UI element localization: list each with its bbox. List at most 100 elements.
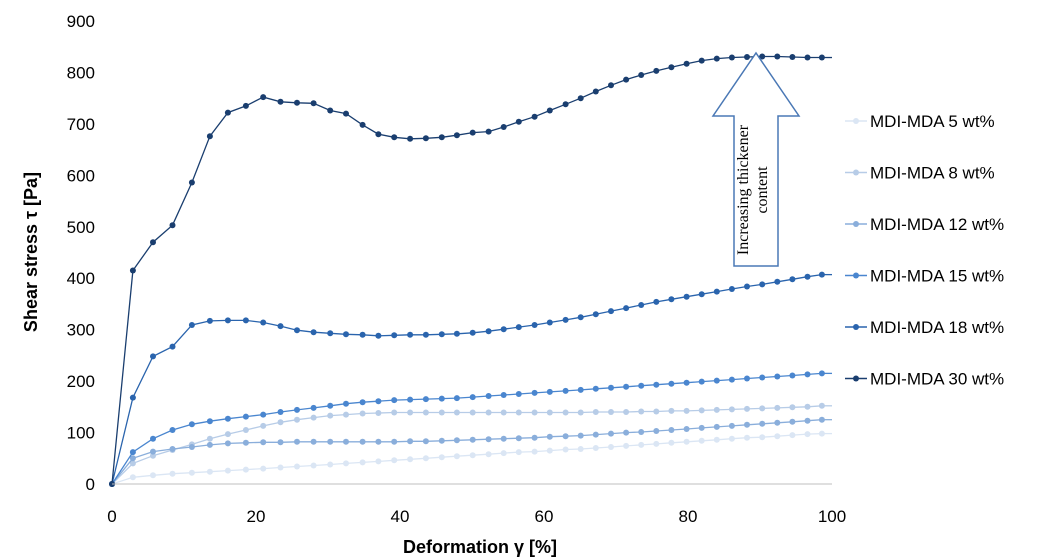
annotation-text-line1: Increasing thickener bbox=[735, 124, 752, 255]
data-point bbox=[375, 398, 382, 405]
data-point bbox=[129, 267, 136, 274]
data-point bbox=[422, 331, 429, 338]
data-point bbox=[422, 455, 429, 462]
data-point bbox=[129, 460, 136, 467]
data-point bbox=[531, 389, 538, 396]
data-point bbox=[188, 179, 195, 186]
data-point bbox=[608, 308, 614, 315]
data-point bbox=[438, 331, 445, 338]
data-point bbox=[407, 456, 414, 463]
data-point bbox=[277, 439, 284, 446]
data-point bbox=[728, 422, 735, 429]
data-point bbox=[485, 328, 492, 335]
data-point bbox=[759, 420, 766, 427]
data-point bbox=[728, 54, 735, 61]
data-point bbox=[818, 370, 825, 377]
data-point bbox=[150, 435, 156, 442]
data-point bbox=[531, 113, 538, 120]
data-point bbox=[577, 95, 584, 102]
data-point bbox=[469, 436, 476, 443]
data-point bbox=[453, 395, 460, 402]
data-point bbox=[310, 100, 317, 107]
data-point bbox=[407, 135, 414, 142]
data-point bbox=[515, 449, 522, 456]
data-point bbox=[638, 302, 645, 308]
data-point bbox=[562, 433, 569, 440]
data-point bbox=[500, 409, 507, 416]
data-point bbox=[169, 222, 176, 229]
series-0 bbox=[109, 430, 832, 487]
legend-label: MDI-MDA 8 wt% bbox=[870, 164, 995, 183]
data-point bbox=[608, 384, 614, 391]
data-point bbox=[623, 76, 630, 83]
y-tick-label: 600 bbox=[67, 166, 95, 185]
data-point bbox=[422, 409, 429, 416]
data-point bbox=[653, 298, 660, 305]
data-point bbox=[577, 314, 584, 321]
data-point bbox=[129, 474, 136, 481]
data-point bbox=[453, 409, 460, 416]
y-tick-label: 0 bbox=[86, 475, 95, 494]
data-point bbox=[407, 396, 414, 403]
data-point bbox=[327, 330, 334, 337]
data-point bbox=[343, 110, 349, 117]
data-point bbox=[327, 402, 334, 409]
thickener-arrow-annotation: Increasing thickener content bbox=[711, 51, 801, 267]
legend-label: MDI-MDA 5 wt% bbox=[870, 112, 995, 131]
data-point bbox=[294, 327, 300, 334]
data-point bbox=[375, 410, 382, 416]
data-point bbox=[438, 395, 445, 402]
data-point bbox=[343, 460, 349, 467]
data-point bbox=[224, 317, 231, 324]
series-3 bbox=[109, 370, 832, 487]
data-point bbox=[744, 405, 750, 412]
legend-label: MDI-MDA 18 wt% bbox=[870, 318, 1004, 337]
data-point bbox=[260, 411, 267, 418]
data-point bbox=[260, 422, 267, 429]
data-point bbox=[438, 134, 445, 141]
data-point bbox=[277, 419, 284, 426]
x-tick-label: 0 bbox=[107, 507, 116, 526]
data-point bbox=[224, 415, 231, 422]
data-point bbox=[260, 439, 267, 446]
data-point bbox=[391, 134, 398, 141]
data-point bbox=[713, 423, 720, 430]
data-point bbox=[638, 441, 645, 448]
data-point bbox=[562, 101, 569, 108]
data-point bbox=[638, 408, 645, 415]
data-point bbox=[169, 446, 176, 452]
data-point bbox=[359, 121, 366, 128]
data-point bbox=[391, 457, 398, 464]
data-point bbox=[375, 332, 382, 339]
data-point bbox=[759, 434, 766, 441]
data-point bbox=[224, 440, 231, 447]
data-point bbox=[759, 374, 766, 381]
data-point bbox=[150, 448, 156, 455]
data-point bbox=[375, 131, 382, 138]
data-point bbox=[744, 434, 750, 441]
data-point bbox=[683, 407, 690, 414]
data-point bbox=[592, 311, 599, 318]
data-point bbox=[169, 427, 176, 433]
data-point bbox=[653, 381, 660, 388]
data-point bbox=[546, 319, 553, 326]
data-point bbox=[668, 380, 675, 387]
data-point bbox=[129, 455, 136, 462]
data-point bbox=[500, 392, 507, 398]
data-point bbox=[129, 449, 136, 456]
legend-item: MDI-MDA 18 wt% bbox=[845, 318, 1004, 337]
data-point bbox=[469, 409, 476, 416]
legend-item: MDI-MDA 15 wt% bbox=[845, 267, 1004, 286]
data-point bbox=[206, 133, 213, 140]
data-point bbox=[623, 305, 630, 312]
data-point bbox=[129, 394, 136, 401]
data-point bbox=[668, 296, 675, 303]
legend-label: MDI-MDA 30 wt% bbox=[870, 370, 1004, 389]
data-point bbox=[774, 419, 781, 426]
data-point bbox=[759, 53, 766, 60]
data-point bbox=[818, 271, 825, 278]
legend-item: MDI-MDA 8 wt% bbox=[845, 164, 995, 183]
data-point bbox=[698, 437, 705, 444]
data-point bbox=[683, 438, 690, 445]
x-axis-ticks: 0 20 40 60 80 100 bbox=[107, 507, 846, 526]
